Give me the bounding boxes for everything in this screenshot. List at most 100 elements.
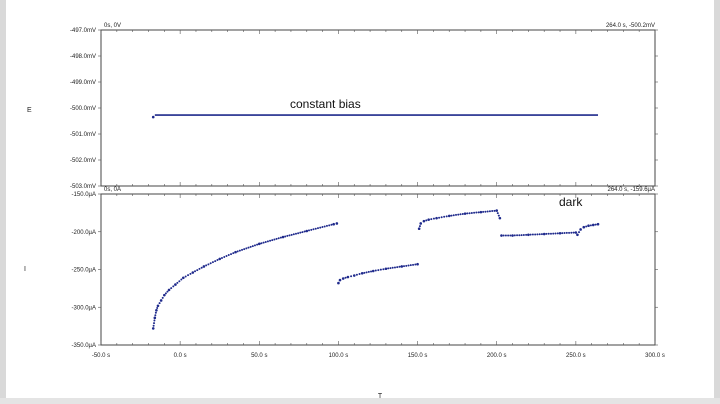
current-trace-dot xyxy=(556,232,559,235)
current-trace-dot xyxy=(538,233,541,236)
current-trace-dot xyxy=(194,270,197,273)
current-trace-dot xyxy=(377,269,380,272)
current-trace-dot xyxy=(572,231,575,234)
current-trace-dot xyxy=(513,234,516,237)
current-trace-dot xyxy=(491,210,494,213)
current-y-tick-label: -200.0µA xyxy=(72,230,96,236)
current-trace-dot xyxy=(536,233,539,236)
current-trace-dot xyxy=(466,212,469,215)
current-trace-dot xyxy=(496,212,499,215)
current-trace-dot xyxy=(455,213,458,216)
current-trace-dot xyxy=(520,234,523,237)
current-trace-dot xyxy=(518,234,521,237)
current-trace-dot xyxy=(554,232,557,235)
current-data-point xyxy=(417,227,421,231)
time-x-tick-label: 200.0 s xyxy=(487,353,507,359)
current-trace-dot xyxy=(207,263,210,266)
potential-end-readout: 264.0 s, -500.2mV xyxy=(606,23,655,29)
current-trace-dot xyxy=(393,266,396,269)
time-x-tick-label: 0.0 s xyxy=(174,353,187,359)
current-data-point xyxy=(447,214,451,218)
current-trace-dot xyxy=(325,224,328,227)
current-trace-dot xyxy=(273,238,276,241)
current-trace-dot xyxy=(225,255,228,258)
current-trace-dot xyxy=(452,214,455,217)
current-trace-dot xyxy=(189,272,192,275)
current-trace-dot xyxy=(589,224,592,227)
current-trace-dot xyxy=(214,260,217,263)
current-trace-dot xyxy=(211,261,214,264)
current-data-point xyxy=(191,271,195,274)
potential-y-tick-label: -499.0mV xyxy=(70,80,96,86)
current-trace-dot xyxy=(319,226,322,229)
current-data-point xyxy=(234,250,237,254)
window-right-edge xyxy=(714,0,720,404)
current-data-point xyxy=(495,209,499,212)
current-trace-dot xyxy=(475,211,478,214)
current-trace-dot xyxy=(312,228,315,231)
current-data-point xyxy=(360,271,364,275)
current-trace-dot xyxy=(507,234,510,237)
current-trace-dot xyxy=(522,233,525,236)
current-data-point xyxy=(352,274,356,277)
current-trace-dot xyxy=(409,264,412,267)
current-trace-dot xyxy=(443,215,446,218)
current-trace-dot xyxy=(493,209,496,212)
current-trace-dot xyxy=(236,250,239,253)
current-data-point xyxy=(151,327,155,330)
current-trace-dot xyxy=(247,246,250,249)
current-trace-dot xyxy=(262,241,265,244)
current-trace-dot xyxy=(565,231,568,234)
current-trace-dot xyxy=(178,280,181,283)
current-data-point xyxy=(218,257,222,261)
current-trace-dot xyxy=(545,232,548,235)
current-trace-dot xyxy=(568,231,571,234)
current-trace-dot xyxy=(245,247,248,250)
current-trace-dot xyxy=(488,210,491,213)
current-y-tick-label: -150.0µA xyxy=(72,192,96,198)
current-trace-dot xyxy=(153,322,156,325)
current-trace-dot xyxy=(358,273,361,276)
current-trace-dot xyxy=(277,237,280,240)
current-trace-dot xyxy=(249,245,252,248)
current-panel: -150.0µA -200.0µA -250.0µA -300.0µA -350.0µA… xyxy=(24,187,665,400)
current-trace-dot xyxy=(256,243,259,246)
potential-y-tick-label: -501.0mV xyxy=(70,132,96,138)
current-data-point xyxy=(479,210,483,214)
current-data-point xyxy=(156,304,160,308)
current-trace-dot xyxy=(484,210,487,213)
constant-bias-annotation: constant bias xyxy=(290,97,361,111)
current-trace-dot xyxy=(497,214,500,217)
current-trace-dot xyxy=(198,267,201,270)
current-data-point xyxy=(400,265,404,268)
current-data-point xyxy=(332,222,335,226)
current-data-point xyxy=(257,242,261,246)
current-data-point xyxy=(416,262,419,266)
current-trace-dot xyxy=(470,211,473,214)
current-trace-dot xyxy=(540,233,543,236)
current-data-point xyxy=(596,222,600,226)
current-trace-dot xyxy=(164,292,167,295)
current-trace-dot xyxy=(153,319,156,322)
current-data-point xyxy=(155,308,158,312)
time-x-tick-label: -50.0 s xyxy=(92,353,110,359)
current-y-tick-label: -250.0µA xyxy=(72,268,96,274)
potential-y-tick-label: -497.0mV xyxy=(70,28,96,34)
current-data-point xyxy=(427,218,430,221)
current-trace-dot xyxy=(297,232,300,235)
time-axis-label: T xyxy=(378,393,383,400)
current-trace-dot xyxy=(227,254,230,257)
current-trace-dot xyxy=(459,213,462,216)
current-data-point xyxy=(500,234,503,237)
current-trace-dot xyxy=(450,214,453,217)
current-trace-dot xyxy=(405,264,408,267)
potential-series xyxy=(151,114,599,119)
current-data-point xyxy=(463,212,467,215)
time-x-tick-label: 300.0 s xyxy=(645,353,665,359)
current-trace-dot xyxy=(594,223,597,226)
current-trace-dot xyxy=(389,267,392,270)
current-trace-dot xyxy=(531,233,534,236)
current-data-point xyxy=(582,225,586,229)
current-data-point xyxy=(498,216,502,220)
current-data-point xyxy=(422,219,426,223)
